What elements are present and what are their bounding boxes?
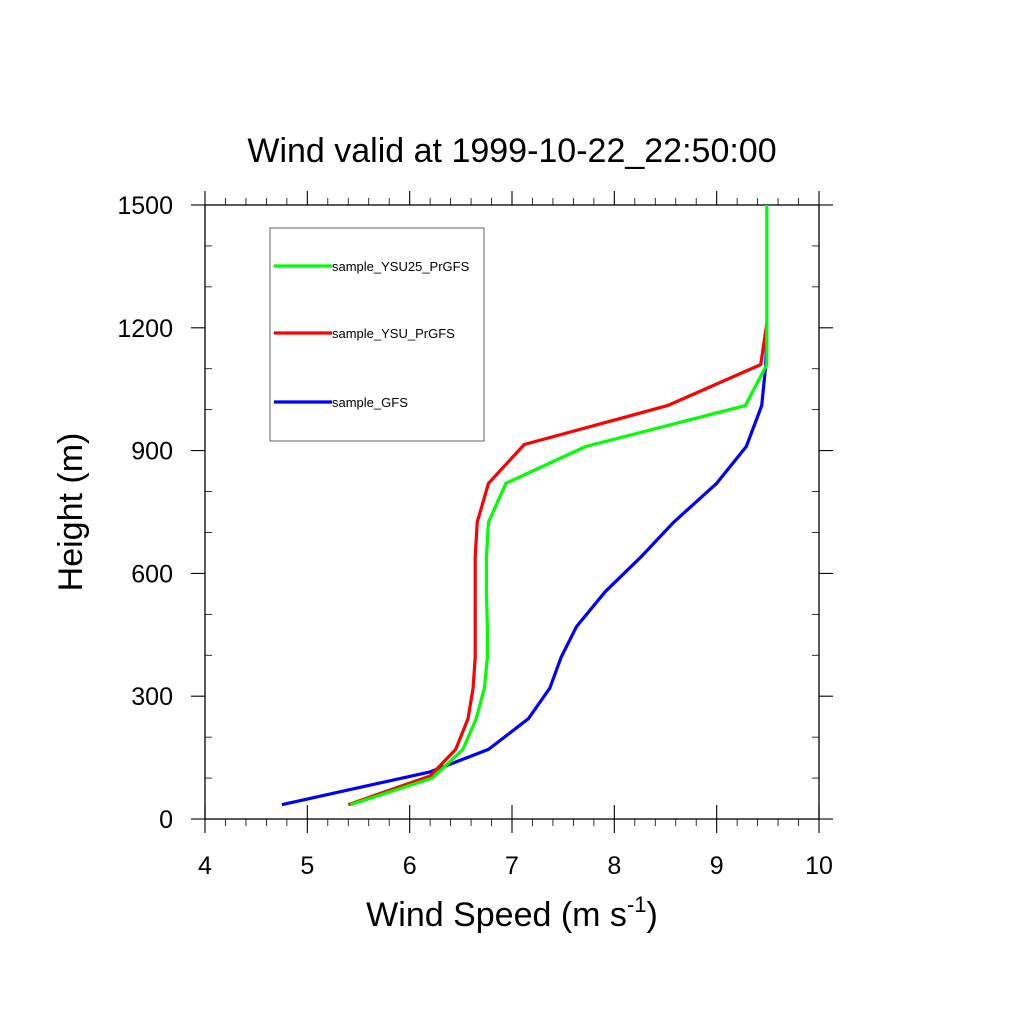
legend-label: sample_GFS <box>332 395 408 410</box>
x-tick-labels: 4 5 6 7 8 9 10 <box>198 852 833 880</box>
y-tick-labels: 0 300 600 900 1200 1500 <box>117 192 173 834</box>
legend-label: sample_YSU_PrGFS <box>332 326 455 341</box>
series-line-sample_GFS <box>281 323 769 807</box>
x-axis-title-close: ) <box>647 896 658 934</box>
y-tick-label: 600 <box>131 560 173 588</box>
minor-ticks <box>205 198 819 826</box>
y-axis-title: Height (m) <box>52 433 90 592</box>
y-tick-label: 1200 <box>117 315 173 343</box>
x-tick-label: 10 <box>805 852 833 880</box>
major-ticks <box>191 191 833 833</box>
y-tick-label: 0 <box>159 806 173 834</box>
x-tick-label: 6 <box>403 852 417 880</box>
y-tick-label: 300 <box>131 683 173 711</box>
x-axis-title: Wind Speed (m s-1) <box>366 892 658 934</box>
chart-title: Wind valid at 1999-10-22_22:50:00 <box>247 132 776 170</box>
series-line-sample_YSU_PrGFS <box>347 323 769 807</box>
x-tick-label: 9 <box>710 852 724 880</box>
plot-area <box>191 191 833 833</box>
series-line-sample_YSU25_PrGFS <box>349 205 769 807</box>
x-axis-title-superscript: -1 <box>627 892 647 917</box>
y-tick-label: 1500 <box>117 192 173 220</box>
series-lines <box>281 205 769 807</box>
legend: sample_YSU25_PrGFS sample_YSU_PrGFSsample… <box>269 227 485 442</box>
x-axis-title-main: Wind Speed (m s <box>366 896 627 934</box>
x-tick-label: 8 <box>607 852 621 880</box>
x-tick-label: 7 <box>505 852 519 880</box>
x-tick-label: 5 <box>300 852 314 880</box>
y-tick-label: 900 <box>131 438 173 466</box>
legend-label: sample_YSU25_PrGFS <box>332 259 470 274</box>
x-tick-label: 4 <box>198 852 212 880</box>
